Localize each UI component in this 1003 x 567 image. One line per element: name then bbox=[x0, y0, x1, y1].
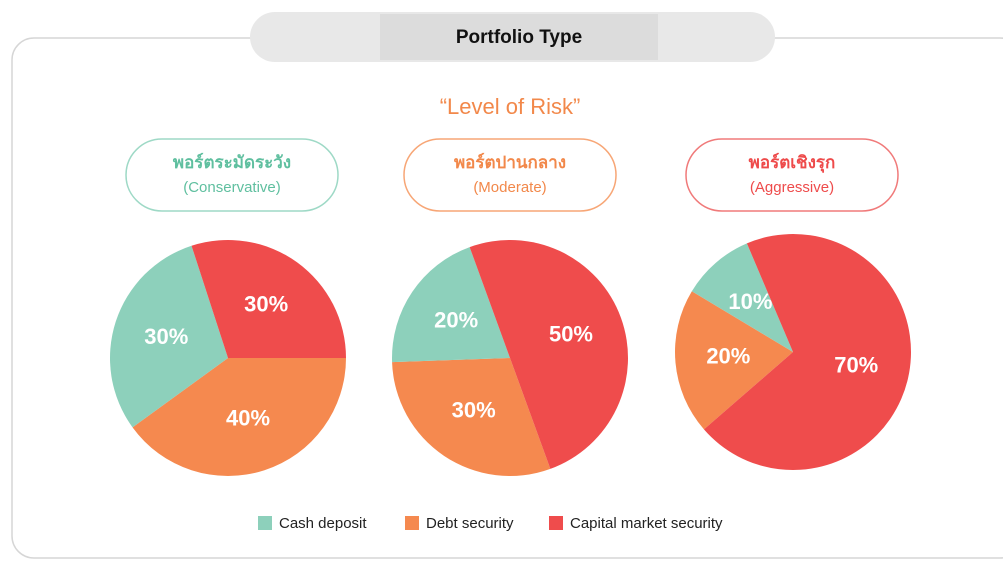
pie-subtitle: (Moderate) bbox=[473, 179, 546, 196]
legend-swatch bbox=[549, 516, 563, 530]
slice-label: 70% bbox=[834, 352, 878, 377]
subtitle: “Level of Risk” bbox=[440, 94, 581, 119]
header-inner bbox=[380, 14, 658, 60]
pie-slice bbox=[110, 245, 228, 428]
slice-label: 30% bbox=[452, 398, 496, 423]
pie-slice bbox=[469, 240, 628, 469]
pie-subtitle: (Conservative) bbox=[183, 179, 281, 196]
legend-swatch bbox=[258, 516, 272, 530]
slice-label: 30% bbox=[244, 291, 288, 316]
pie-slice bbox=[132, 358, 346, 476]
pill bbox=[685, 138, 899, 212]
pie-slice bbox=[392, 247, 510, 363]
pie-slice bbox=[191, 240, 346, 358]
slice-label: 20% bbox=[706, 343, 750, 368]
slice-label: 10% bbox=[728, 289, 772, 314]
pie-title: พอร์ตระมัดระวัง bbox=[173, 152, 291, 173]
legend-label: Debt security bbox=[426, 515, 514, 532]
slice-label: 20% bbox=[434, 308, 478, 333]
pie-subtitle: (Aggressive) bbox=[750, 179, 834, 196]
pill bbox=[403, 138, 617, 212]
slice-label: 40% bbox=[226, 406, 270, 431]
pie-title: พอร์ตเชิงรุก bbox=[749, 152, 836, 173]
title: Portfolio Type bbox=[456, 27, 582, 48]
pie-slice bbox=[392, 358, 551, 477]
legend-label: Capital market security bbox=[570, 515, 723, 532]
slice-label: 30% bbox=[144, 324, 188, 349]
pill bbox=[125, 138, 339, 212]
pie-title: พอร์ตปานกลาง bbox=[454, 152, 566, 173]
legend-label: Cash deposit bbox=[279, 515, 367, 532]
slice-label: 50% bbox=[549, 322, 593, 347]
legend-swatch bbox=[405, 516, 419, 530]
pie-slice bbox=[675, 291, 793, 430]
pie-slice bbox=[691, 243, 793, 352]
pie-slice bbox=[703, 234, 912, 470]
